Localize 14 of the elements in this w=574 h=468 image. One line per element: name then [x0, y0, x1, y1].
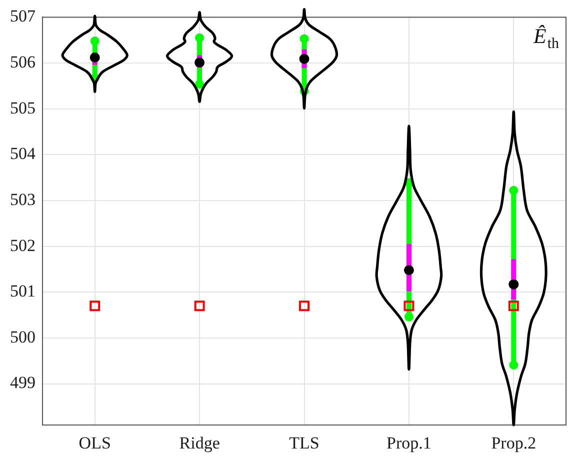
y-tick-label: 507: [10, 6, 36, 26]
x-tick-label: OLS: [78, 434, 111, 453]
y-tick-label: 499: [10, 373, 36, 392]
x-tick-label: Ridge: [179, 434, 220, 453]
x-tick-label: Prop.2: [491, 434, 536, 453]
y-tick-label: 506: [10, 52, 36, 72]
y-tick-label: 501: [10, 282, 36, 301]
y-tick-label: 500: [10, 327, 36, 346]
x-tick-label: TLS: [289, 434, 320, 453]
y-tick-label: 502: [10, 236, 36, 255]
y-tick-label: 505: [10, 98, 36, 118]
y-tick-label: 504: [10, 144, 36, 164]
x-tick-label: Prop.1: [386, 434, 432, 453]
y-tick-label: 503: [10, 190, 36, 209]
